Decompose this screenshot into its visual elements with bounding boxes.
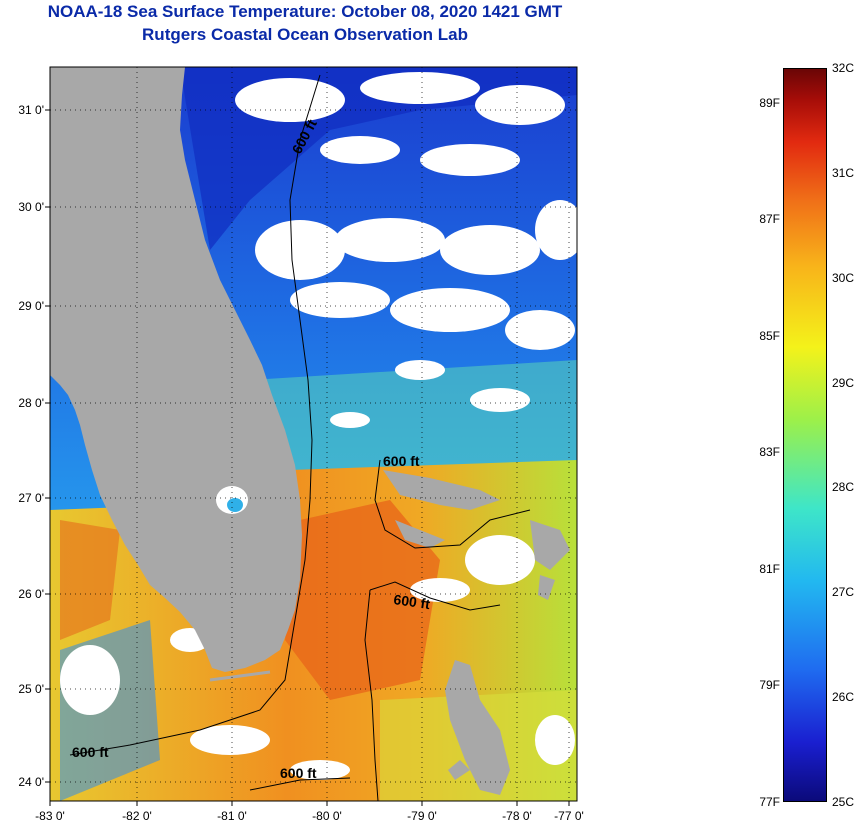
- colorbar-celsius-label: 28C: [832, 480, 855, 495]
- contour-label-600ft: 600 ft: [393, 591, 432, 612]
- colorbar-celsius-label: 31C: [832, 165, 855, 180]
- colorbar-fahrenheit-label: 83F: [759, 445, 780, 460]
- florida-landmass: [50, 67, 302, 672]
- lat-tick-label: 26 0': [18, 587, 44, 601]
- lat-tick-label: 28 0': [18, 396, 44, 410]
- colorbar-fahrenheit-label: 77F: [759, 795, 780, 809]
- colorbar-celsius-label: 25C: [832, 795, 855, 809]
- colorbar-fahrenheit-label: 87F: [759, 212, 780, 227]
- lat-tick-label: 31 0': [18, 103, 44, 117]
- lat-tick-label: 25 0': [18, 682, 44, 696]
- colorbar-celsius-label: 30C: [832, 270, 855, 285]
- colorbar-celsius-label: 32C: [832, 61, 855, 75]
- lat-tick-label: 27 0': [18, 491, 44, 505]
- colorbar-fahrenheit-label: 81F: [759, 561, 780, 576]
- lat-tick-label: 24 0': [18, 775, 44, 789]
- colorbar-fahrenheit-label: 89F: [759, 95, 780, 110]
- lon-tick-label: -81 0': [217, 809, 247, 823]
- lon-tick-label: -80 0': [312, 809, 342, 823]
- lon-tick-label: -77 0': [554, 809, 584, 823]
- contour-label-600ft: 600 ft: [280, 765, 317, 781]
- map-frame: [49, 66, 578, 802]
- lon-tick-label: -83 0': [35, 809, 65, 823]
- map-title: NOAA-18 Sea Surface Temperature: October…: [47, 2, 563, 21]
- temperature-colorbar: [783, 68, 827, 802]
- contour-label-600ft: 600 ft: [72, 744, 109, 760]
- bahamas-islands: [383, 470, 570, 795]
- colorbar-fahrenheit-label: 79F: [759, 678, 780, 693]
- colorbar-celsius-label: 29C: [832, 375, 855, 390]
- lat-tick-label: 29 0': [18, 299, 44, 313]
- colorbar-fahrenheit-label: 85F: [759, 328, 780, 343]
- map-subtitle: Rutgers Coastal Ocean Observation Lab: [142, 25, 468, 44]
- depth-contours: [69, 74, 531, 801]
- lon-tick-label: -82 0': [122, 809, 152, 823]
- colorbar-celsius-label: 27C: [832, 585, 855, 600]
- contour-label-600ft: 600 ft: [383, 453, 420, 469]
- lon-tick-label: -79 0': [407, 809, 437, 823]
- colorbar-celsius-label: 26C: [832, 690, 855, 705]
- axis-ticks: -83 0' -82 0' -81 0' -80 0' -79 0' -78 0' -77 …: [18, 103, 583, 823]
- lon-tick-label: -78 0': [502, 809, 532, 823]
- lat-tick-label: 30 0': [18, 200, 44, 214]
